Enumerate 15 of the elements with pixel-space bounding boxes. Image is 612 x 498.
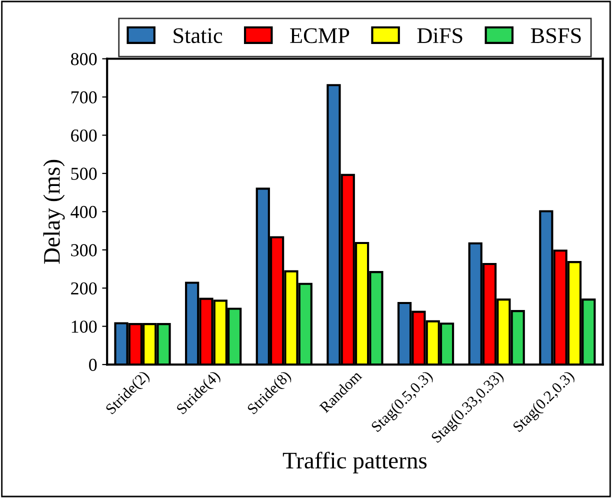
y-tick-label: 800 xyxy=(70,53,97,66)
y-tick-label: 700 xyxy=(71,91,97,104)
y-tick-label: 0 xyxy=(89,358,97,371)
legend-label: Static xyxy=(174,28,222,44)
y-tick-label: 400 xyxy=(70,206,97,218)
y-tick-label: 300 xyxy=(71,244,97,256)
y-axis-title: Delay (ms) xyxy=(43,160,65,264)
y-tick-label: 100 xyxy=(72,320,97,333)
legend-label: ECMP xyxy=(290,28,350,44)
legend-label: BSFS xyxy=(530,28,581,44)
y-tick-label: 500 xyxy=(71,168,97,180)
y-tick-label: 200 xyxy=(71,282,97,295)
y-tick-label: 600 xyxy=(71,129,97,142)
x-axis-title: Traffic patterns xyxy=(282,452,427,474)
legend-label: DiFS xyxy=(417,28,462,44)
